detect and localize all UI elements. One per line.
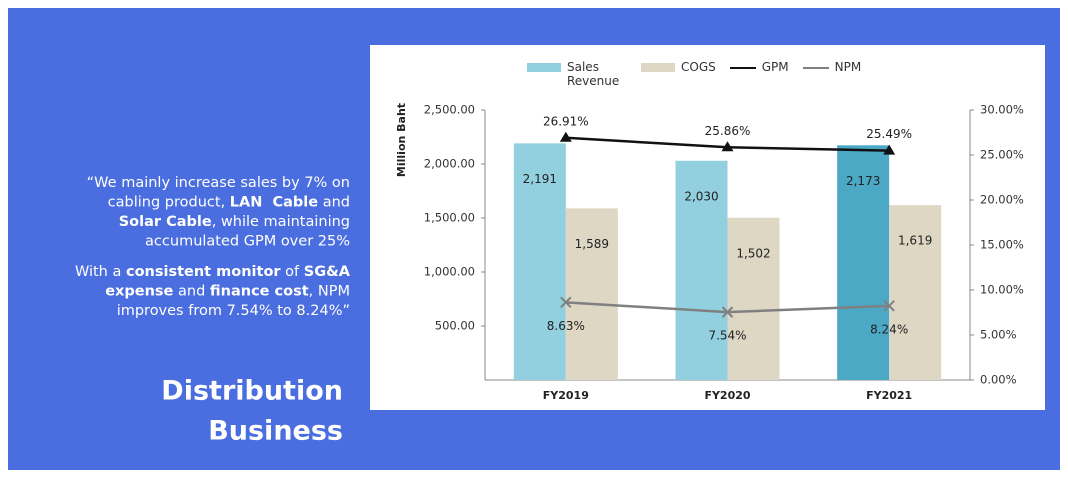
bar-label: 1,502	[736, 246, 770, 260]
quote-run: “We mainly increase sales by 7% on	[87, 175, 350, 191]
heading: Business	[208, 416, 343, 447]
marker	[721, 306, 734, 318]
quote-run: improves from 7.54% to 8.24%”	[117, 303, 350, 319]
x-tick-label: FY2020	[704, 389, 750, 402]
legend-label: COGS	[681, 60, 716, 74]
quote-run: , while maintaining	[212, 214, 350, 230]
quote-run: of	[281, 264, 304, 280]
legend-item: NPM	[802, 60, 862, 74]
quote-run: Solar Cable	[119, 214, 212, 230]
legend-label: NPM	[834, 60, 862, 74]
bar-label: 2,191	[523, 172, 557, 186]
y2-tick-label: 25.00%	[980, 148, 1024, 162]
marker	[560, 296, 572, 309]
marker	[883, 300, 895, 312]
y2-tick-label: 5.00%	[980, 328, 1017, 342]
bar	[675, 160, 728, 380]
legend-swatch	[802, 67, 829, 69]
quote-line: improves from 7.54% to 8.24%”	[117, 303, 350, 319]
quote-run: expense	[105, 284, 173, 300]
legend-item: COGS	[641, 60, 716, 74]
quote-run: SG&A	[304, 264, 351, 280]
line-label: 25.86%	[705, 124, 751, 138]
heading: Distribution	[161, 376, 343, 407]
quote-run: consistent monitor	[126, 264, 281, 280]
bar-label: 1,589	[575, 237, 609, 251]
legend-item: GPM	[729, 60, 789, 74]
quote-run: cabling product,	[108, 195, 230, 211]
x-tick-label: FY2019	[543, 389, 589, 402]
y2-tick-label: 10.00%	[980, 283, 1024, 297]
quote-line: expense and finance cost, NPM	[105, 284, 350, 300]
bar	[727, 217, 780, 380]
quote-line: Solar Cable, while maintaining	[119, 214, 350, 230]
line-label: 26.91%	[543, 114, 589, 128]
bar-label: 1,619	[898, 234, 932, 248]
y-tick-label: 500.00	[435, 319, 475, 333]
quote-line: accumulated GPM over 25%	[145, 234, 350, 250]
legend-swatch	[527, 63, 561, 72]
marker	[721, 141, 734, 152]
bar	[513, 143, 566, 380]
line-label: 8.24%	[870, 322, 908, 336]
y-axis-label: Million Baht	[395, 103, 408, 177]
line-label: 8.63%	[547, 319, 585, 333]
y2-tick-label: 20.00%	[980, 193, 1024, 207]
y2-tick-label: 0.00%	[980, 373, 1017, 387]
bar	[889, 205, 942, 380]
bar	[565, 208, 618, 380]
legend-label: Sales Revenue	[567, 60, 620, 88]
bar-label: 2,030	[684, 189, 718, 203]
legend-item: Sales Revenue	[527, 60, 627, 88]
quote-line: “We mainly increase sales by 7% on	[87, 175, 350, 191]
quote-run: LAN Cable	[230, 195, 318, 211]
quote-run: and	[318, 195, 350, 211]
y-tick-label: 1,000.00	[424, 265, 475, 279]
quote-run: accumulated GPM over 25%	[145, 234, 350, 250]
x-tick-label: FY2021	[866, 389, 912, 402]
y-tick-label: 2,500.00	[424, 103, 475, 117]
legend: Sales Revenue COGS GPM NPM	[527, 60, 875, 88]
quote-line: With a consistent monitor of SG&A	[75, 264, 351, 280]
y-tick-label: 2,000.00	[424, 157, 475, 171]
line-label: 7.54%	[708, 329, 746, 343]
quote-run: , NPM	[309, 284, 350, 300]
quote-run: finance cost	[210, 284, 309, 300]
bar-label: 2,173	[846, 174, 880, 188]
legend-swatch	[729, 67, 756, 69]
marker	[559, 131, 572, 142]
y-tick-label: 1,500.00	[424, 211, 475, 225]
line-label: 25.49%	[866, 127, 912, 141]
quote-run: and	[173, 284, 210, 300]
quote-line: cabling product, LAN Cable and	[108, 195, 350, 211]
y2-tick-label: 15.00%	[980, 238, 1024, 252]
bar	[837, 145, 890, 380]
legend-label: GPM	[761, 60, 789, 74]
legend-swatch	[641, 63, 675, 72]
quote-run: With a	[75, 264, 126, 280]
marker	[883, 144, 896, 155]
y2-tick-label: 30.00%	[980, 103, 1024, 117]
